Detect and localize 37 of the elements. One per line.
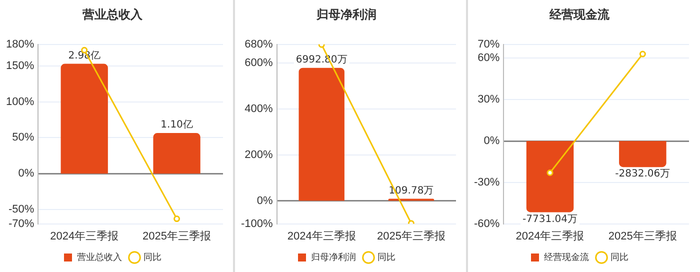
y-tick-label: 60% <box>478 52 500 64</box>
y-tick-label: 180% <box>6 38 34 50</box>
y-tick-label: -70% <box>8 218 34 230</box>
y-tick-label: 70% <box>478 38 500 50</box>
data-label: -2832.06万 <box>615 168 670 180</box>
y-tick-label: 0% <box>484 135 500 148</box>
legend-label: 同比 <box>610 252 628 262</box>
legend-label: 同比 <box>144 252 162 262</box>
y-tick-label: 30% <box>478 94 500 106</box>
x-tick-label: 2024年三季报 <box>50 229 119 242</box>
y-tick-label: 200% <box>244 148 274 161</box>
legend-label: 营业总收入 <box>77 252 122 262</box>
x-tick-label: 2025年三季报 <box>376 229 446 242</box>
chart-title: 归母净利润 <box>316 7 376 22</box>
y-tick-label: 0% <box>18 168 34 180</box>
y-tick-label: 680% <box>244 38 274 50</box>
y-tick-label: 50% <box>12 132 34 144</box>
chart-title: 营业总收入 <box>82 7 144 22</box>
x-tick-label: 2024年三季报 <box>516 229 584 242</box>
legend-label: 同比 <box>378 252 396 262</box>
y-tick-label: 150% <box>6 60 34 72</box>
y-tick-label: 100% <box>6 96 34 108</box>
y-tick-label: -60% <box>474 218 500 230</box>
y-tick-label: 600% <box>244 56 274 69</box>
y-tick-label: -50% <box>8 203 34 216</box>
legend-label: 经营现金流 <box>544 252 589 262</box>
y-tick-label: 400% <box>244 102 274 115</box>
chart-title: 经营现金流 <box>548 7 610 22</box>
data-label: -7731.04万 <box>522 214 578 225</box>
x-tick-label: 2025年三季报 <box>608 229 677 242</box>
x-tick-label: 2024年三季报 <box>287 229 356 242</box>
x-tick-label: 2025年三季报 <box>142 229 212 242</box>
y-tick-label: -100% <box>241 218 274 230</box>
legend-label: 归母净利润 <box>311 252 356 262</box>
data-label: 1.10亿 <box>160 120 193 131</box>
y-tick-label: -30% <box>474 176 500 188</box>
y-tick-label: 0% <box>256 194 274 207</box>
